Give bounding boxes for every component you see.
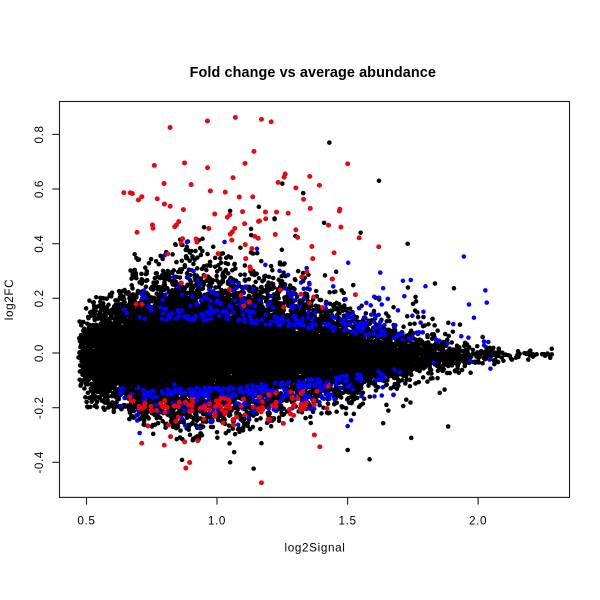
svg-text:0.0: 0.0 bbox=[33, 344, 46, 362]
svg-text:0.8: 0.8 bbox=[33, 125, 46, 143]
svg-text:0.4: 0.4 bbox=[33, 235, 46, 253]
svg-text:-0.2: -0.2 bbox=[33, 396, 46, 419]
svg-text:2.0: 2.0 bbox=[469, 514, 487, 527]
svg-text:0.6: 0.6 bbox=[33, 180, 46, 198]
svg-text:0.5: 0.5 bbox=[77, 514, 95, 527]
svg-text:Fold change vs average abundan: Fold change vs average abundance bbox=[190, 65, 436, 81]
svg-text:0.2: 0.2 bbox=[33, 289, 46, 307]
svg-text:-0.4: -0.4 bbox=[33, 451, 46, 474]
svg-text:1.0: 1.0 bbox=[208, 514, 226, 527]
svg-text:1.5: 1.5 bbox=[339, 514, 357, 527]
svg-text:log2Signal: log2Signal bbox=[285, 541, 346, 554]
svg-text:log2FC: log2FC bbox=[3, 279, 16, 320]
